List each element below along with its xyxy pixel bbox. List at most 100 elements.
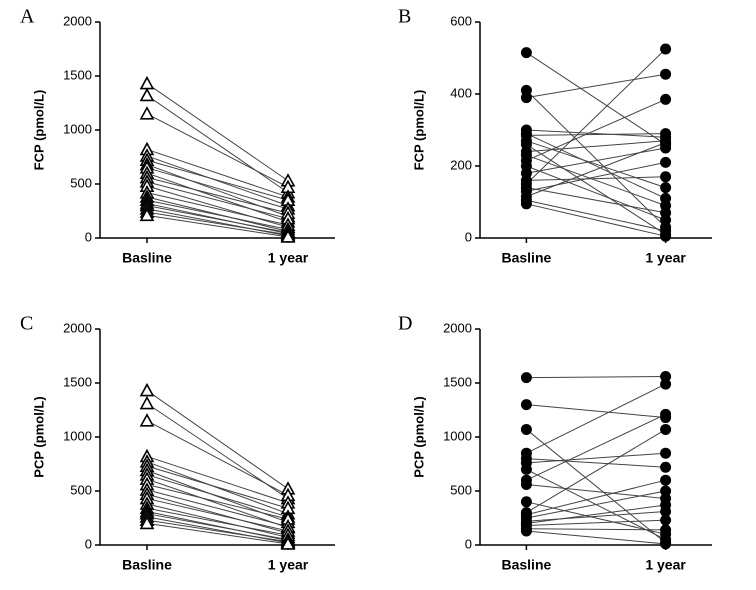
pair-line	[146, 498, 289, 532]
pair-line	[146, 148, 289, 198]
pair-line	[526, 479, 666, 516]
pair-line	[146, 159, 289, 201]
marker	[139, 207, 155, 222]
marker	[660, 137, 672, 149]
panel-label: B	[398, 6, 411, 28]
pair-line	[526, 187, 666, 214]
marker	[660, 68, 672, 80]
y-tick-label: 1000	[443, 428, 472, 443]
pair-line	[526, 519, 666, 527]
marker	[660, 230, 672, 242]
y-tick-label: 600	[450, 13, 472, 28]
marker	[139, 75, 155, 90]
marker	[660, 207, 672, 219]
y-tick-label: 500	[70, 175, 92, 190]
pair-line	[146, 155, 289, 207]
pair-line	[146, 83, 289, 182]
marker	[660, 171, 672, 183]
y-tick-label: 1000	[63, 428, 92, 443]
y-tick-label: 1500	[443, 374, 472, 389]
marker	[660, 474, 672, 486]
y-tick-label: 200	[450, 157, 472, 172]
pair-line	[146, 489, 289, 528]
pair-line	[526, 133, 666, 199]
y-tick-label: 0	[465, 229, 472, 244]
y-tick-label: 500	[450, 482, 472, 497]
marker	[520, 479, 532, 491]
pair-line	[526, 143, 666, 235]
pair-line	[526, 404, 666, 419]
marker	[660, 447, 672, 459]
marker	[520, 399, 532, 411]
x-tick-label: Basline	[501, 250, 551, 266]
marker	[139, 87, 155, 102]
pair-line	[146, 465, 289, 509]
marker	[520, 463, 532, 475]
marker	[660, 156, 672, 168]
pair-line	[146, 185, 289, 228]
y-tick-label: 1000	[63, 121, 92, 136]
pair-line	[146, 211, 289, 236]
y-tick-label: 2000	[443, 320, 472, 335]
pair-line	[526, 142, 666, 198]
marker	[660, 93, 672, 105]
marker	[660, 514, 672, 526]
pair-line	[146, 507, 289, 536]
pair-line	[146, 519, 289, 543]
pair-line	[146, 181, 289, 220]
pair-line	[146, 478, 289, 529]
pair-line	[146, 390, 289, 490]
pair-line	[146, 455, 289, 504]
marker	[660, 378, 672, 390]
marker	[520, 47, 532, 59]
x-tick-label: 1 year	[268, 557, 309, 573]
marker	[520, 423, 532, 435]
pair-line	[146, 202, 289, 235]
pair-line	[146, 199, 289, 230]
pair-line	[146, 484, 289, 520]
pair-line	[526, 140, 666, 189]
marker	[520, 496, 532, 508]
pair-line	[526, 528, 666, 531]
pair-line	[526, 90, 666, 228]
pair-line	[526, 511, 666, 522]
pair-line	[526, 48, 666, 185]
pair-line	[526, 73, 666, 99]
x-tick-label: Basline	[122, 557, 172, 573]
y-tick-label: 1500	[63, 67, 92, 82]
marker	[660, 499, 672, 511]
pair-line	[526, 176, 666, 181]
marker	[660, 408, 672, 420]
y-axis-label: FCP (pmol/L)	[31, 90, 46, 171]
pair-line	[526, 98, 666, 162]
marker	[520, 525, 532, 537]
pair-line	[146, 192, 289, 226]
pair-line	[146, 474, 289, 518]
panel-label: D	[398, 313, 412, 335]
y-axis-label: FCP (pmol/L)	[411, 90, 426, 171]
y-tick-label: 0	[465, 536, 472, 551]
y-axis-label: PCP (pmol/L)	[31, 396, 46, 477]
pair-line	[146, 177, 289, 214]
pair-line	[526, 504, 666, 524]
marker	[280, 536, 296, 550]
pair-line	[146, 95, 289, 194]
x-tick-label: Basline	[501, 557, 551, 573]
x-tick-label: 1 year	[268, 250, 309, 266]
pair-line	[146, 522, 289, 545]
pair-line	[146, 511, 289, 542]
marker	[660, 538, 672, 550]
pair-line	[526, 501, 666, 535]
marker	[139, 395, 155, 410]
pair-line	[526, 383, 666, 454]
pair-line	[146, 513, 289, 541]
marker	[660, 485, 672, 497]
marker	[520, 92, 532, 104]
pair-line	[146, 493, 289, 534]
pair-line	[526, 530, 666, 545]
pair-line	[146, 196, 289, 233]
marker	[139, 382, 155, 397]
pair-line	[526, 161, 666, 192]
marker	[280, 229, 296, 243]
